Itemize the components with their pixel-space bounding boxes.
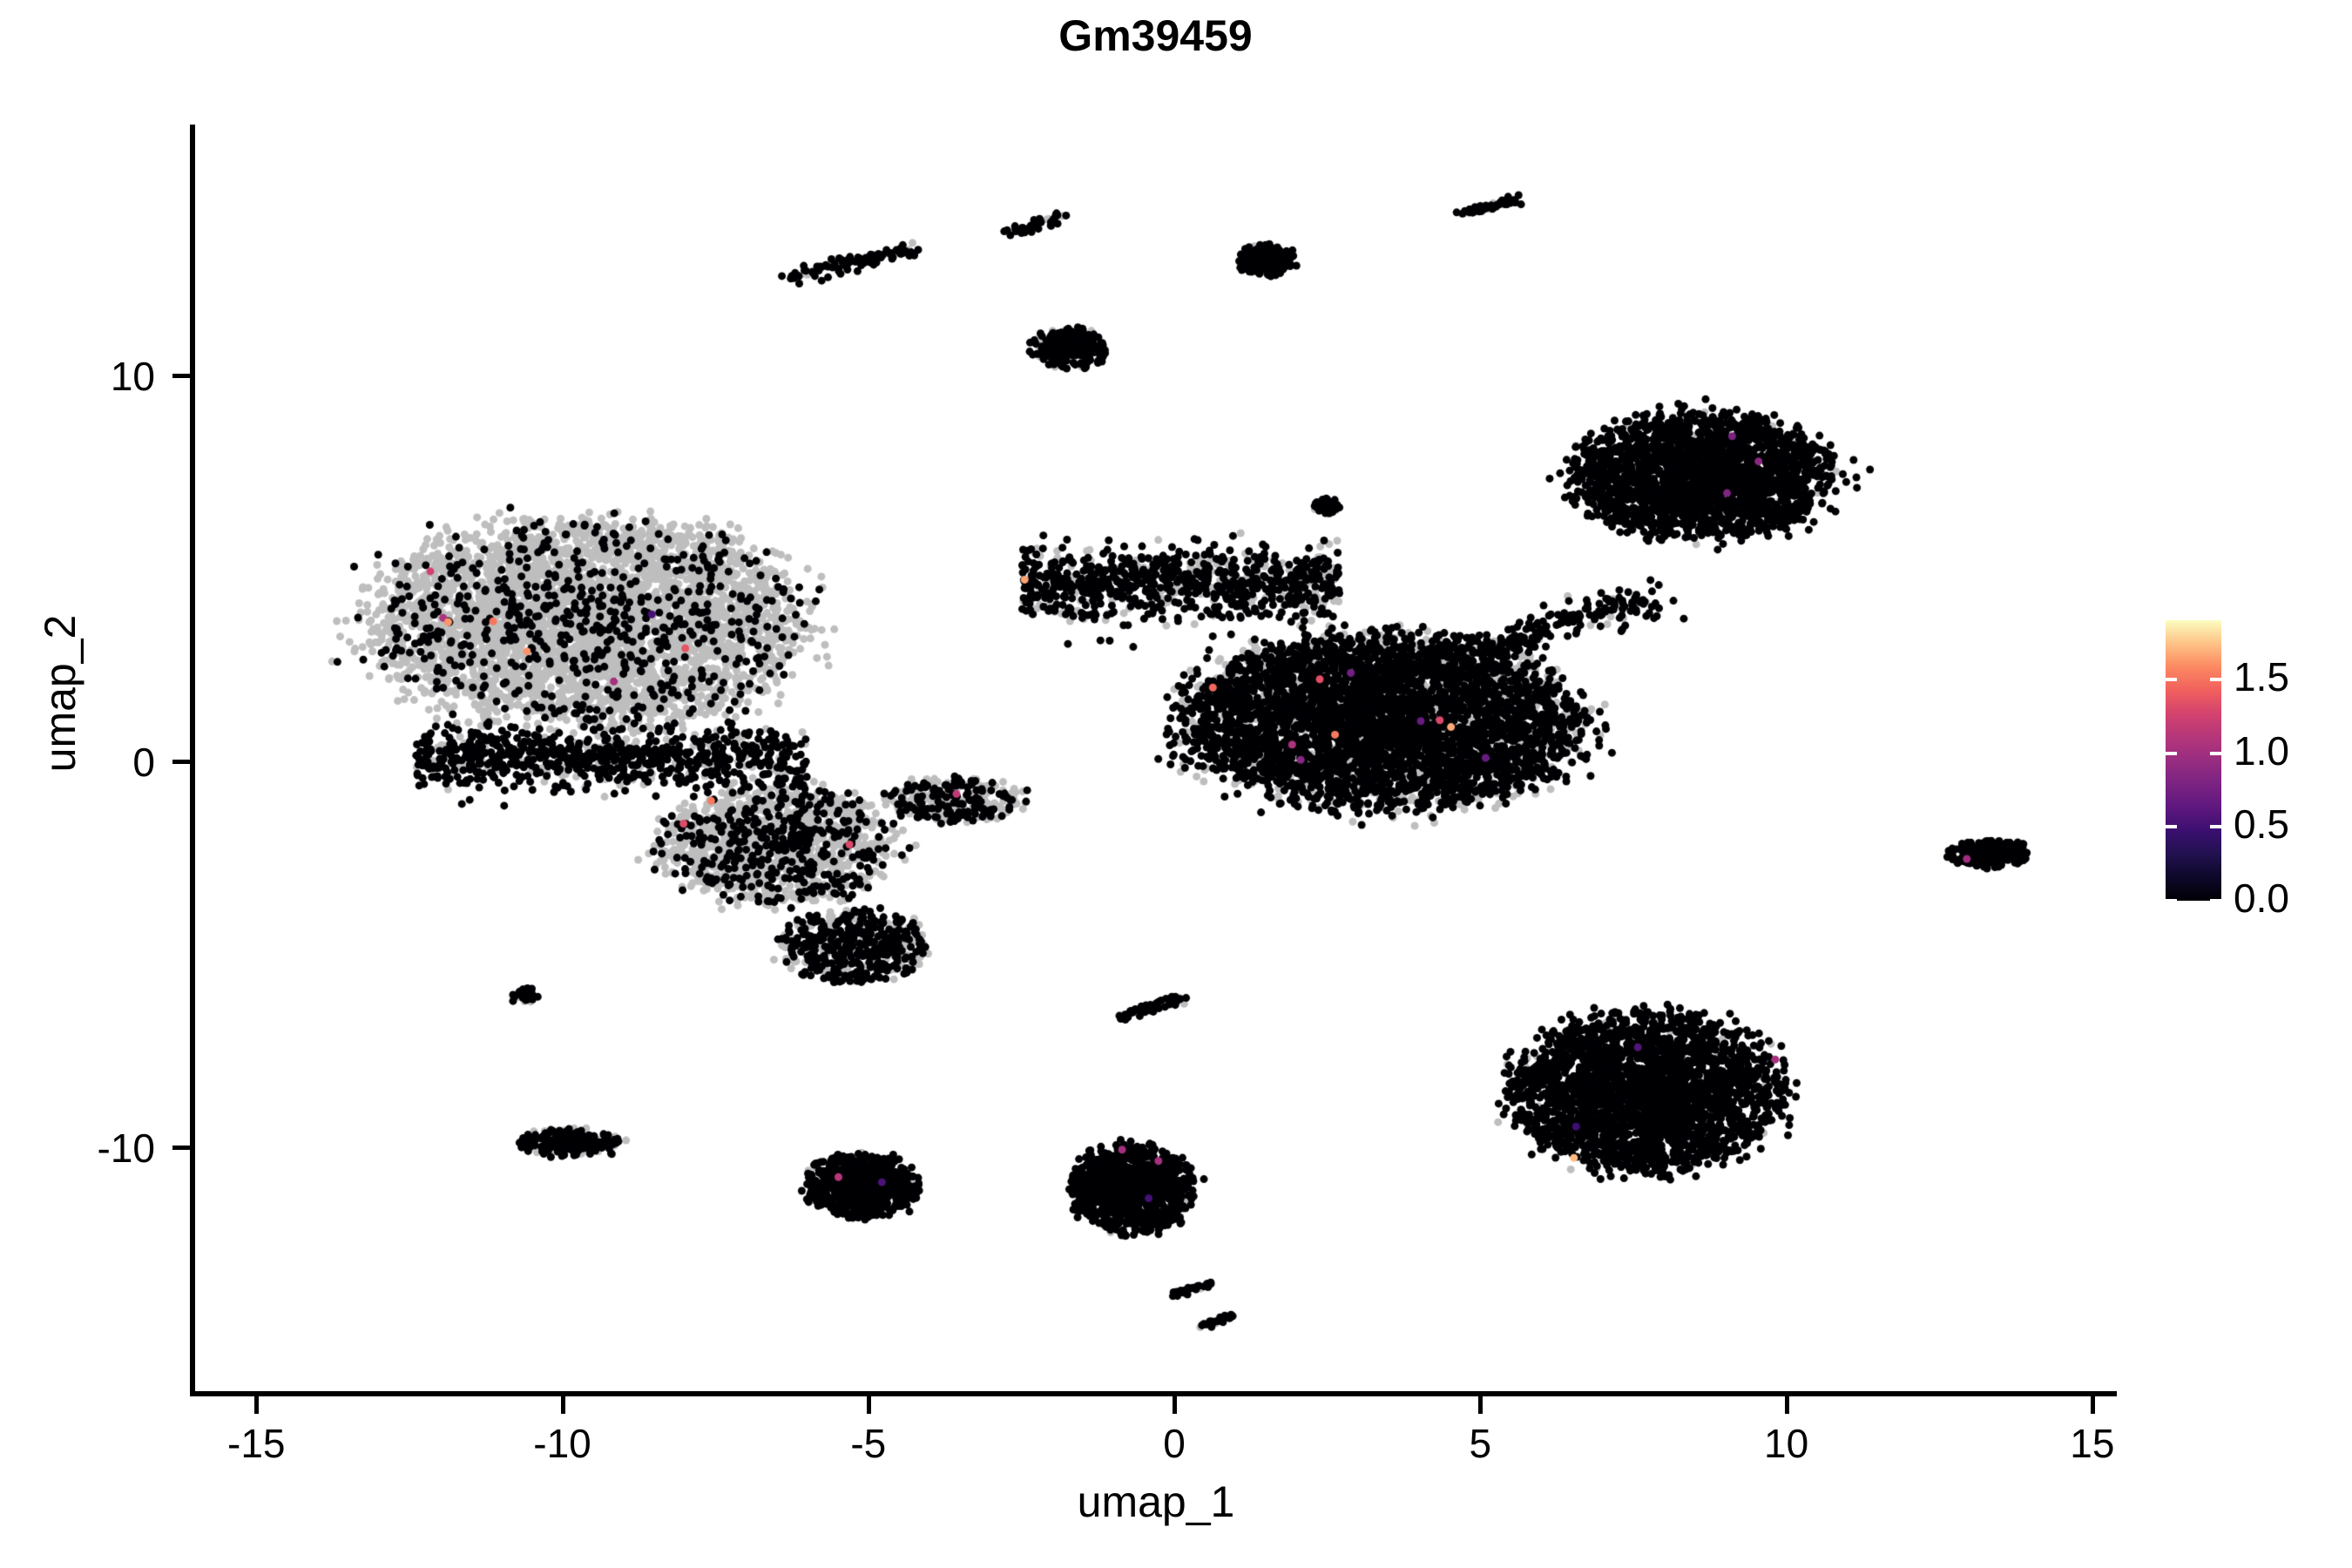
x-tick-label: -5	[850, 1421, 887, 1466]
x-tick-mark	[2090, 1396, 2095, 1414]
colorbar-tick-mark	[2166, 825, 2177, 829]
colorbar-tick-mark	[2210, 751, 2221, 755]
page-title: Gm39459	[194, 10, 2117, 61]
colorbar-tick-mark	[2166, 677, 2177, 681]
x-tick-label: 0	[1163, 1421, 1186, 1466]
y-axis-line	[190, 125, 195, 1396]
colorbar-tick-label: 1.0	[2234, 727, 2289, 774]
x-tick-label: 15	[2070, 1421, 2115, 1466]
x-tick-mark	[254, 1396, 260, 1414]
plot-title-text: Gm39459	[1058, 11, 1253, 60]
y-tick-label: 10	[110, 353, 155, 399]
x-axis-label: umap_1	[1077, 1477, 1235, 1526]
x-tick-label: 5	[1469, 1421, 1492, 1466]
colorbar-legend: 1.5 1.0 0.5 0.0	[2166, 620, 2340, 918]
x-tick-label: -10	[533, 1421, 591, 1466]
x-tick-label: -15	[227, 1421, 286, 1466]
x-tick-mark	[1784, 1396, 1789, 1414]
y-axis-label: umap_2	[35, 389, 85, 998]
scatter-plot-canvas	[195, 125, 2117, 1394]
colorbar-tick-label: 1.5	[2234, 653, 2289, 700]
x-tick-mark	[866, 1396, 871, 1414]
colorbar-tick-mark	[2210, 899, 2221, 902]
y-tick-mark	[172, 373, 190, 378]
colorbar[interactable]	[2166, 620, 2221, 902]
colorbar-tick-label: 0.0	[2234, 875, 2289, 921]
colorbar-tick-mark	[2210, 677, 2221, 681]
colorbar-gradient	[2166, 620, 2221, 901]
y-axis-label-text: umap_2	[36, 614, 84, 773]
x-tick-mark	[1173, 1396, 1178, 1414]
scatter-panel	[195, 125, 2117, 1394]
x-tick-label: 10	[1764, 1421, 1809, 1466]
colorbar-tick-mark	[2166, 899, 2177, 902]
colorbar-tick-mark	[2166, 751, 2177, 755]
x-tick-mark	[1478, 1396, 1484, 1414]
y-tick-label: 0	[132, 739, 155, 785]
colorbar-tick-mark	[2210, 825, 2221, 829]
x-tick-mark	[560, 1396, 565, 1414]
x-axis-line	[190, 1391, 2117, 1396]
y-tick-mark	[172, 759, 190, 764]
y-tick-label: -10	[97, 1125, 155, 1171]
y-tick-mark	[172, 1145, 190, 1150]
colorbar-tick-label: 0.5	[2234, 801, 2289, 848]
